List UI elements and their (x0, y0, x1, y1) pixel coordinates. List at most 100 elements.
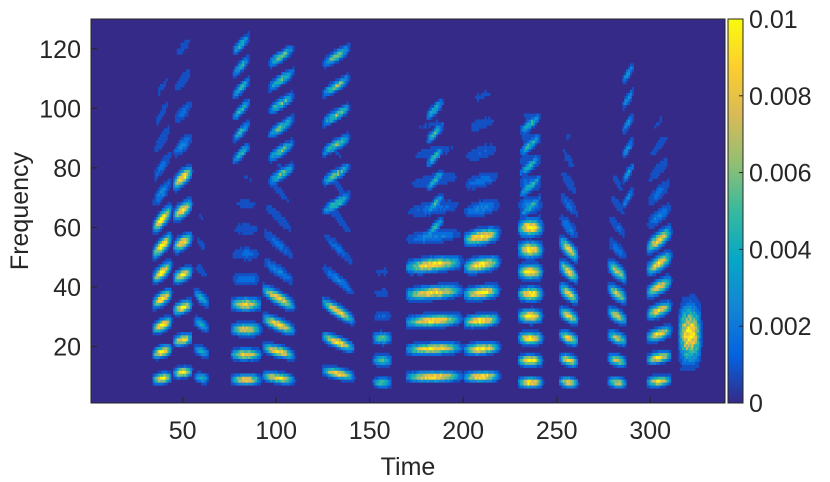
heatmap-cell (329, 148, 332, 153)
heatmap-cell (206, 349, 209, 354)
heatmap-cell (342, 137, 347, 141)
heatmap-cell (247, 352, 254, 357)
heatmap-cell (415, 154, 431, 159)
heatmap-cell (230, 352, 234, 357)
heatmap-cell (422, 234, 433, 238)
heatmap-cell (262, 346, 265, 351)
heatmap-cell (288, 281, 293, 286)
heatmap-cell (532, 187, 539, 191)
heatmap-cell (695, 323, 698, 327)
heatmap-cell (564, 355, 567, 359)
heatmap-cell (529, 335, 532, 339)
heatmap-cell (527, 246, 530, 250)
heatmap-cell (348, 107, 351, 111)
heatmap-cell (340, 314, 344, 318)
heatmap-cell (473, 370, 480, 374)
heatmap-cell (491, 379, 496, 383)
heatmap-cell (417, 208, 420, 212)
heatmap-cell (173, 175, 176, 179)
heatmap-cell (411, 346, 414, 351)
heatmap-cell (284, 116, 288, 120)
heatmap-cell (378, 338, 383, 342)
heatmap-cell (180, 240, 185, 244)
heatmap-cell (518, 202, 523, 206)
heatmap-cell (286, 169, 289, 173)
heatmap-cell (465, 258, 470, 262)
heatmap-cell (525, 290, 528, 294)
heatmap-cell (275, 110, 278, 114)
heatmap-cell (159, 184, 165, 188)
heatmap-cell (251, 355, 254, 359)
heatmap-cell (171, 317, 174, 321)
heatmap-cell (434, 222, 437, 227)
heatmap-cell (475, 376, 478, 380)
heatmap-cell (624, 355, 627, 359)
heatmap-cell (329, 243, 332, 247)
heatmap-cell (685, 355, 688, 359)
heatmap-cell (577, 255, 580, 259)
heatmap-cell (422, 317, 426, 321)
heatmap-cell (667, 326, 670, 330)
heatmap-cell (156, 376, 159, 380)
heatmap-cell (607, 258, 616, 262)
heatmap-cell (456, 343, 459, 348)
heatmap-cell (667, 231, 670, 235)
heatmap-cell (195, 379, 198, 383)
heatmap-cell (497, 287, 500, 292)
heatmap-cell (570, 264, 573, 268)
heatmap-cell (243, 258, 247, 262)
heatmap-cell (622, 382, 625, 386)
heatmap-cell (626, 146, 629, 150)
heatmap-cell (243, 296, 248, 300)
heatmap-cell (251, 349, 256, 354)
heatmap-cell (182, 213, 185, 218)
heatmap-cell (329, 208, 332, 212)
heatmap-cell (629, 163, 633, 167)
heatmap-cell (650, 246, 653, 250)
heatmap-cell (180, 332, 192, 336)
heatmap-cell (178, 113, 185, 117)
heatmap-cell (279, 379, 282, 383)
heatmap-cell (519, 219, 523, 224)
heatmap-cell (161, 193, 165, 197)
heatmap-cell (568, 379, 571, 383)
heatmap-cell (693, 355, 696, 359)
heatmap-cell (656, 246, 659, 250)
heatmap-cell (648, 249, 651, 253)
heatmap-cell (242, 323, 245, 327)
heatmap-cell (288, 119, 291, 123)
heatmap-cell (490, 346, 493, 351)
heatmap-cell (435, 376, 439, 380)
heatmap-cell (201, 352, 207, 357)
heatmap-cell (652, 287, 655, 292)
heatmap-cell (419, 267, 422, 271)
heatmap-cell (478, 208, 483, 212)
heatmap-cell (342, 320, 347, 324)
heatmap-cell (187, 143, 191, 147)
heatmap-cell (273, 355, 278, 359)
heatmap-cell (288, 148, 291, 153)
heatmap-cell (484, 237, 487, 241)
heatmap-cell (158, 172, 163, 176)
heatmap-cell (161, 160, 166, 165)
heatmap-cell (536, 293, 539, 297)
heatmap-cell (609, 335, 612, 339)
heatmap-cell (339, 190, 345, 194)
heatmap-cell (165, 211, 168, 215)
heatmap-cell (381, 382, 386, 386)
heatmap-cell (161, 290, 165, 294)
heatmap-cell (527, 222, 530, 227)
heatmap-cell (493, 287, 496, 292)
heatmap-cell (339, 311, 342, 315)
heatmap-cell (275, 352, 278, 357)
heatmap-cell (434, 128, 437, 132)
heatmap-cell (152, 355, 155, 359)
heatmap-cell (342, 172, 345, 176)
heatmap-cell (273, 154, 280, 159)
heatmap-cell (523, 338, 526, 342)
heatmap-cell (495, 228, 498, 232)
heatmap-cell (286, 293, 289, 297)
heatmap-cell (422, 376, 426, 380)
heatmap-cell (482, 264, 485, 268)
heatmap-cell (518, 355, 521, 359)
